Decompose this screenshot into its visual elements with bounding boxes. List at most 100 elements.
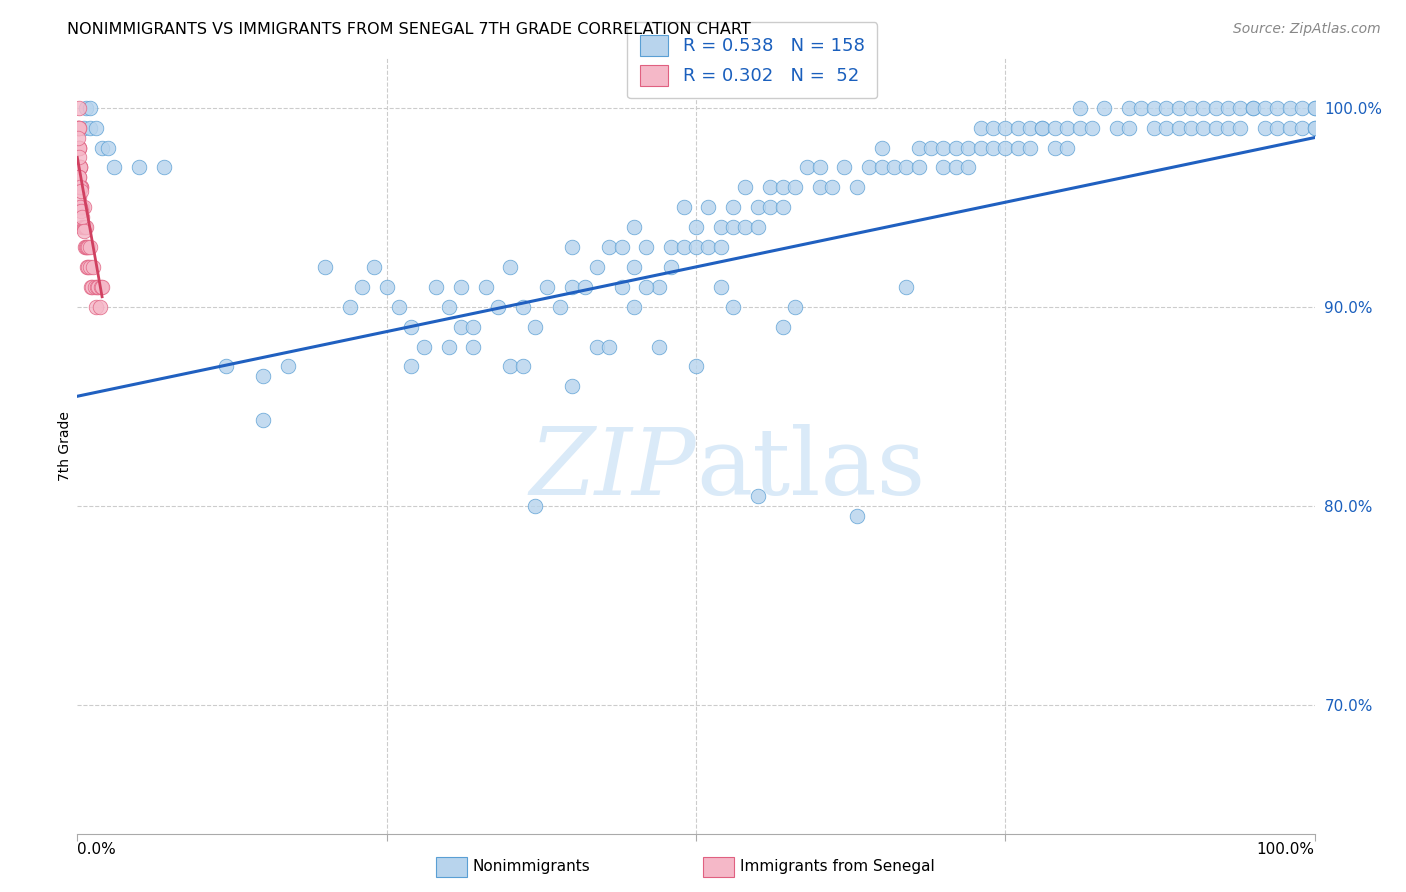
Point — [90, 280, 112, 294]
Point — [76, 240, 98, 254]
Point — [72, 224, 94, 238]
Point — [1056, 140, 1078, 154]
Point — [710, 280, 733, 294]
Point — [1241, 101, 1264, 115]
Point — [759, 200, 782, 214]
Point — [1031, 120, 1053, 135]
Point — [79, 240, 101, 254]
Point — [1031, 120, 1053, 135]
Point — [77, 240, 100, 254]
Point — [70, 200, 93, 214]
Point — [858, 161, 880, 175]
Point — [339, 300, 361, 314]
Point — [69, 161, 91, 175]
Point — [69, 180, 91, 194]
Point — [86, 280, 108, 294]
Point — [1092, 101, 1115, 115]
Point — [783, 300, 806, 314]
Point — [1229, 101, 1251, 115]
Point — [710, 240, 733, 254]
Point — [474, 280, 496, 294]
Point — [153, 161, 176, 175]
Point — [896, 161, 918, 175]
Point — [648, 280, 671, 294]
Point — [67, 140, 90, 154]
Point — [75, 101, 97, 115]
Point — [1069, 120, 1091, 135]
Point — [734, 220, 756, 235]
Point — [598, 240, 620, 254]
Point — [524, 499, 547, 513]
Point — [1056, 120, 1078, 135]
Point — [77, 260, 100, 274]
Point — [67, 170, 90, 185]
Point — [834, 161, 856, 175]
Point — [648, 339, 671, 353]
Point — [685, 240, 707, 254]
Point — [685, 220, 707, 235]
Point — [808, 180, 831, 194]
Point — [945, 140, 967, 154]
Point — [67, 120, 90, 135]
Point — [67, 120, 90, 135]
Point — [79, 101, 101, 115]
Point — [1118, 120, 1140, 135]
Point — [957, 140, 980, 154]
Point — [721, 220, 744, 235]
Point — [73, 240, 96, 254]
Point — [994, 140, 1017, 154]
Point — [524, 319, 547, 334]
Point — [697, 240, 720, 254]
Point — [870, 161, 893, 175]
Point — [659, 260, 682, 274]
Point — [610, 240, 633, 254]
Point — [72, 120, 94, 135]
Point — [1216, 120, 1239, 135]
Point — [252, 369, 274, 384]
Text: Nonimmigrants: Nonimmigrants — [472, 859, 591, 873]
Point — [1291, 120, 1313, 135]
Point — [450, 319, 472, 334]
Point — [796, 161, 818, 175]
Point — [499, 260, 522, 274]
Point — [69, 180, 91, 194]
Point — [72, 220, 94, 235]
Point — [1043, 120, 1066, 135]
Point — [1303, 120, 1326, 135]
Point — [67, 101, 90, 115]
Point — [610, 280, 633, 294]
Point — [67, 120, 90, 135]
Point — [79, 260, 101, 274]
Point — [586, 339, 609, 353]
Point — [969, 120, 991, 135]
Point — [437, 339, 460, 353]
Point — [314, 260, 336, 274]
Point — [463, 339, 485, 353]
Text: Source: ZipAtlas.com: Source: ZipAtlas.com — [1233, 22, 1381, 37]
Point — [1180, 101, 1202, 115]
Point — [69, 200, 91, 214]
Point — [72, 220, 94, 235]
Point — [84, 300, 107, 314]
Point — [548, 300, 571, 314]
Point — [70, 204, 93, 219]
Point — [920, 140, 942, 154]
Point — [70, 180, 93, 194]
Point — [1254, 120, 1277, 135]
Point — [870, 140, 893, 154]
Point — [845, 508, 868, 523]
Text: NONIMMIGRANTS VS IMMIGRANTS FROM SENEGAL 7TH GRADE CORRELATION CHART: NONIMMIGRANTS VS IMMIGRANTS FROM SENEGAL… — [67, 22, 751, 37]
Text: 100.0%: 100.0% — [1257, 842, 1315, 857]
Point — [561, 379, 583, 393]
Point — [957, 161, 980, 175]
Point — [91, 280, 114, 294]
Point — [87, 280, 110, 294]
Point — [67, 190, 90, 204]
Point — [69, 161, 91, 175]
Point — [907, 140, 929, 154]
Point — [67, 151, 90, 165]
Point — [1019, 120, 1042, 135]
Point — [747, 200, 769, 214]
Point — [1130, 101, 1153, 115]
Point — [672, 200, 695, 214]
